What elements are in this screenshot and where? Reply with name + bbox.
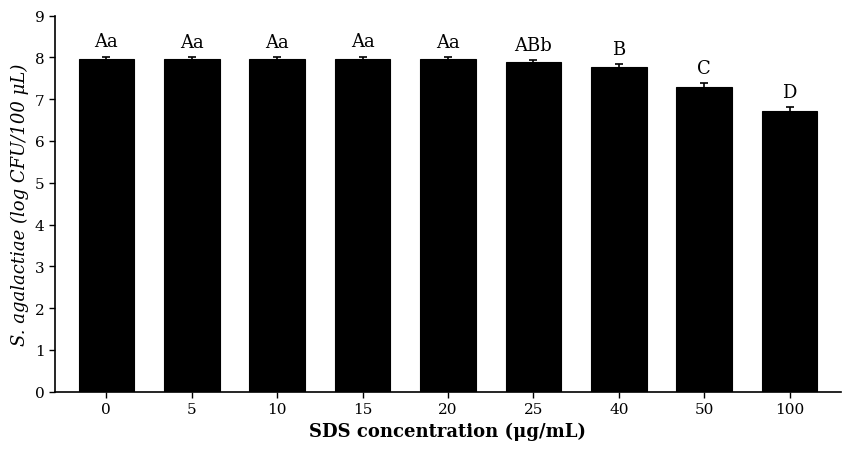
Text: Aa: Aa	[351, 33, 374, 51]
Y-axis label: S. agalactiae (log CFU/100 μL): S. agalactiae (log CFU/100 μL)	[11, 63, 29, 345]
Text: D: D	[782, 84, 797, 101]
Text: B: B	[613, 41, 625, 59]
Text: Aa: Aa	[265, 34, 289, 51]
Bar	[505, 63, 561, 392]
Bar	[335, 60, 390, 392]
Bar	[676, 88, 732, 392]
Text: Aa: Aa	[95, 33, 118, 51]
Bar	[250, 60, 305, 392]
Bar	[591, 68, 647, 392]
Bar	[78, 60, 134, 392]
Text: C: C	[697, 60, 711, 78]
Bar	[420, 60, 475, 392]
Bar	[762, 112, 817, 392]
Text: ABb: ABb	[515, 37, 552, 55]
Bar	[164, 60, 220, 392]
Text: Aa: Aa	[180, 34, 204, 51]
Text: Aa: Aa	[436, 34, 460, 52]
X-axis label: SDS concentration (μg/mL): SDS concentration (μg/mL)	[309, 422, 586, 440]
